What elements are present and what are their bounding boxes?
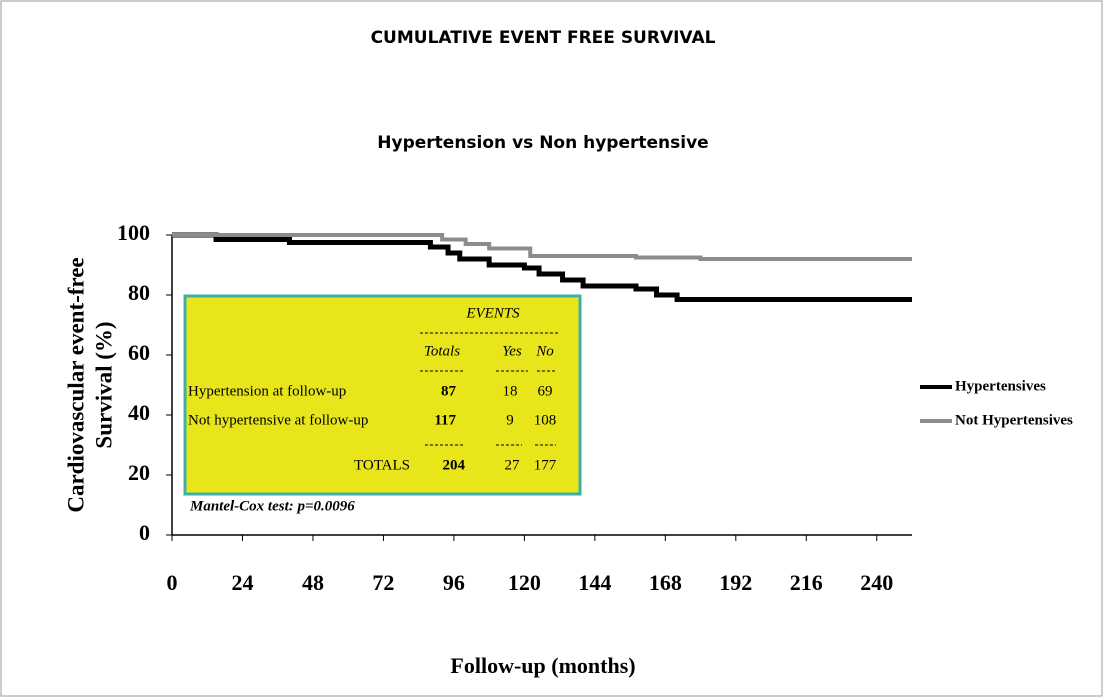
x-tick-label: 168 xyxy=(649,570,682,595)
x-tick-label: 144 xyxy=(578,570,611,595)
cell: 108 xyxy=(534,412,557,428)
column-header: Totals xyxy=(424,343,460,359)
y-tick-label: 100 xyxy=(117,220,150,245)
inset-box xyxy=(183,294,582,496)
y-tick-label: 20 xyxy=(128,460,150,485)
chart-title: CUMULATIVE EVENT FREE SURVIVAL xyxy=(371,28,716,48)
cell: 117 xyxy=(434,412,456,428)
column-header: Yes xyxy=(502,343,522,359)
cell: 18 xyxy=(503,383,518,399)
column-header: No xyxy=(535,343,554,359)
cell: 177 xyxy=(534,457,557,473)
x-tick-label: 192 xyxy=(719,570,752,595)
cell: 9 xyxy=(506,412,514,428)
y-tick-label: 80 xyxy=(128,280,150,305)
annotation: Mantel-Cox test: p=0.0096 xyxy=(189,498,355,514)
x-tick-label: 72 xyxy=(372,570,394,595)
row-label: Not hypertensive at follow-up xyxy=(188,412,368,428)
x-tick-label: 120 xyxy=(508,570,541,595)
y-axis-label-line: Survival (%) xyxy=(91,321,116,448)
survival-line xyxy=(172,233,912,261)
x-axis-label: Follow-up (months) xyxy=(450,653,635,678)
totals-label: TOTALS xyxy=(354,457,410,473)
x-tick-label: 48 xyxy=(302,570,324,595)
chart-subtitle: Hypertension vs Non hypertensive xyxy=(377,133,708,153)
cell: 204 xyxy=(443,457,466,473)
legend-label: Hypertensives xyxy=(955,378,1046,394)
x-tick-label: 240 xyxy=(860,570,893,595)
x-tick-label: 96 xyxy=(443,570,465,595)
cell: 69 xyxy=(538,383,553,399)
cell: 87 xyxy=(441,383,457,399)
row-label: Hypertension at follow-up xyxy=(188,383,346,399)
x-tick-label: 0 xyxy=(167,570,178,595)
x-tick-label: 216 xyxy=(790,570,823,595)
inset-title: EVENTS xyxy=(465,305,520,321)
y-tick-label: 60 xyxy=(128,340,150,365)
y-tick-label: 40 xyxy=(128,400,150,425)
y-axis-label: Cardiovascular event-free Survival (%) xyxy=(63,257,116,512)
y-tick-label: 0 xyxy=(139,520,150,545)
x-tick-label: 24 xyxy=(231,570,253,595)
y-axis-label-line: Cardiovascular event-free xyxy=(63,257,88,512)
legend-label: Not Hypertensives xyxy=(955,412,1073,428)
cell: 27 xyxy=(505,457,521,473)
survival-line xyxy=(172,232,912,302)
